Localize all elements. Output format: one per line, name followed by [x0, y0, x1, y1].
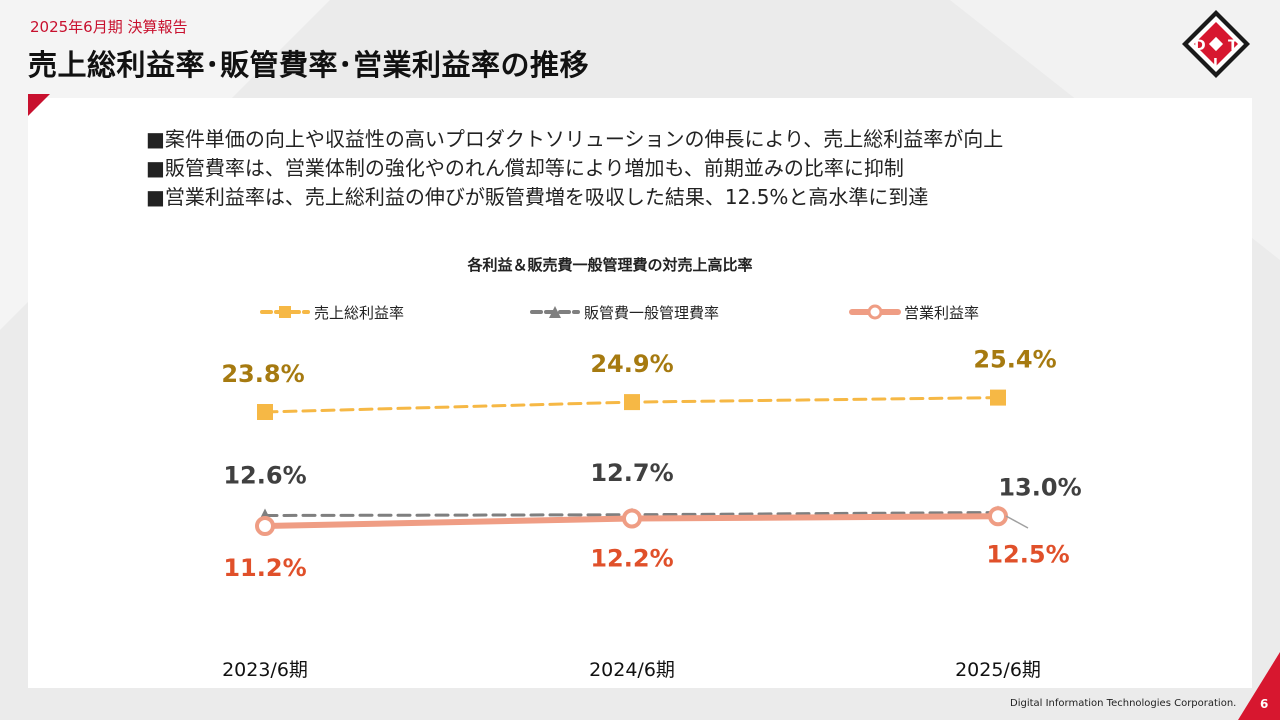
- corner-accent-right: [1238, 652, 1280, 720]
- series-1: 23.8% 24.9% 25.4%: [221, 346, 1057, 420]
- legend-label-2: 販管費一般管理費率: [584, 304, 719, 322]
- marker-triangle: [549, 306, 561, 318]
- data-point-1-1: [257, 404, 273, 420]
- bullet-item-3: ■営業利益率は、売上総利益の伸びが販管費増を吸収した結果、12.5%と高水準に到…: [146, 185, 929, 209]
- bullet-list: ■案件単価の向上や収益性の高いプロダクトソリューションの伸長により、売上総利益率…: [146, 125, 1003, 212]
- logo-letter-d: D: [1194, 38, 1206, 54]
- data-point-3-3: [988, 506, 1008, 527]
- data-label-1-1: 23.8%: [221, 360, 304, 388]
- data-label-2-3: 13.0%: [998, 474, 1081, 502]
- logo-letter-t: T: [1228, 38, 1238, 54]
- data-point-3-2: [622, 508, 642, 529]
- marker-circle: [867, 304, 883, 320]
- corner-accent-left: [28, 94, 50, 116]
- company-logo: D I T: [1182, 10, 1250, 78]
- data-label-1-2: 24.9%: [590, 350, 673, 378]
- data-label-2-2: 12.7%: [590, 459, 673, 487]
- chart-title: 各利益＆販売費一般管理費の対売上高比率: [466, 256, 752, 274]
- page-title: 売上総利益率･販管費率･営業利益率の推移: [28, 48, 590, 82]
- x-tick-label-1: 2023/6期: [222, 659, 308, 681]
- data-label-2-1: 12.6%: [223, 462, 306, 490]
- data-label-1-3: 25.4%: [973, 346, 1056, 374]
- bullet-item-2: ■販管費率は、営業体制の強化やのれん償却等により増加も、前期並みの比率に抑制: [146, 156, 904, 180]
- legend-label-3: 営業利益率: [904, 304, 979, 322]
- content-panel: [28, 98, 1252, 688]
- chart-series: 23.8% 24.9% 25.4% 12.6% 12.7% 13.0% 11.2% 12.2%…: [221, 346, 1081, 582]
- logo-letter-i: I: [1213, 57, 1218, 72]
- legend-label-1: 売上総利益率: [314, 304, 404, 322]
- data-label-3-3: 12.5%: [986, 540, 1069, 568]
- chart-legend: 売上総利益率 販管費一般管理費率 営業利益率: [260, 304, 979, 322]
- report-subtitle: 2025年6月期 決算報告: [30, 18, 188, 36]
- data-point-1-2: [624, 394, 640, 411]
- data-point-3-1: [255, 516, 275, 536]
- legend-item-2: 販管費一般管理費率: [530, 304, 719, 322]
- data-label-3-1: 11.2%: [223, 554, 306, 582]
- label-leader-line: [1005, 515, 1029, 529]
- marker-square: [279, 306, 291, 318]
- data-point-1-3: [990, 389, 1006, 406]
- legend-item-1: 売上総利益率: [260, 304, 404, 322]
- legend-item-3: 営業利益率: [849, 304, 979, 322]
- x-axis-labels: 2023/6期 2024/6期 2025/6期: [222, 659, 1041, 681]
- page-number: 6: [1260, 697, 1269, 711]
- data-label-3-2: 12.2%: [590, 545, 673, 573]
- footer-company: Digital Information Technologies Corpora…: [1010, 698, 1237, 709]
- x-tick-label-2: 2024/6期: [589, 659, 675, 681]
- x-tick-label-3: 2025/6期: [955, 659, 1041, 681]
- series-2: 12.6% 12.7% 13.0%: [223, 459, 1082, 523]
- bullet-item-1: ■案件単価の向上や収益性の高いプロダクトソリューションの伸長により、売上総利益率…: [146, 127, 1004, 151]
- series-3: 11.2% 12.2% 12.5%: [223, 506, 1070, 582]
